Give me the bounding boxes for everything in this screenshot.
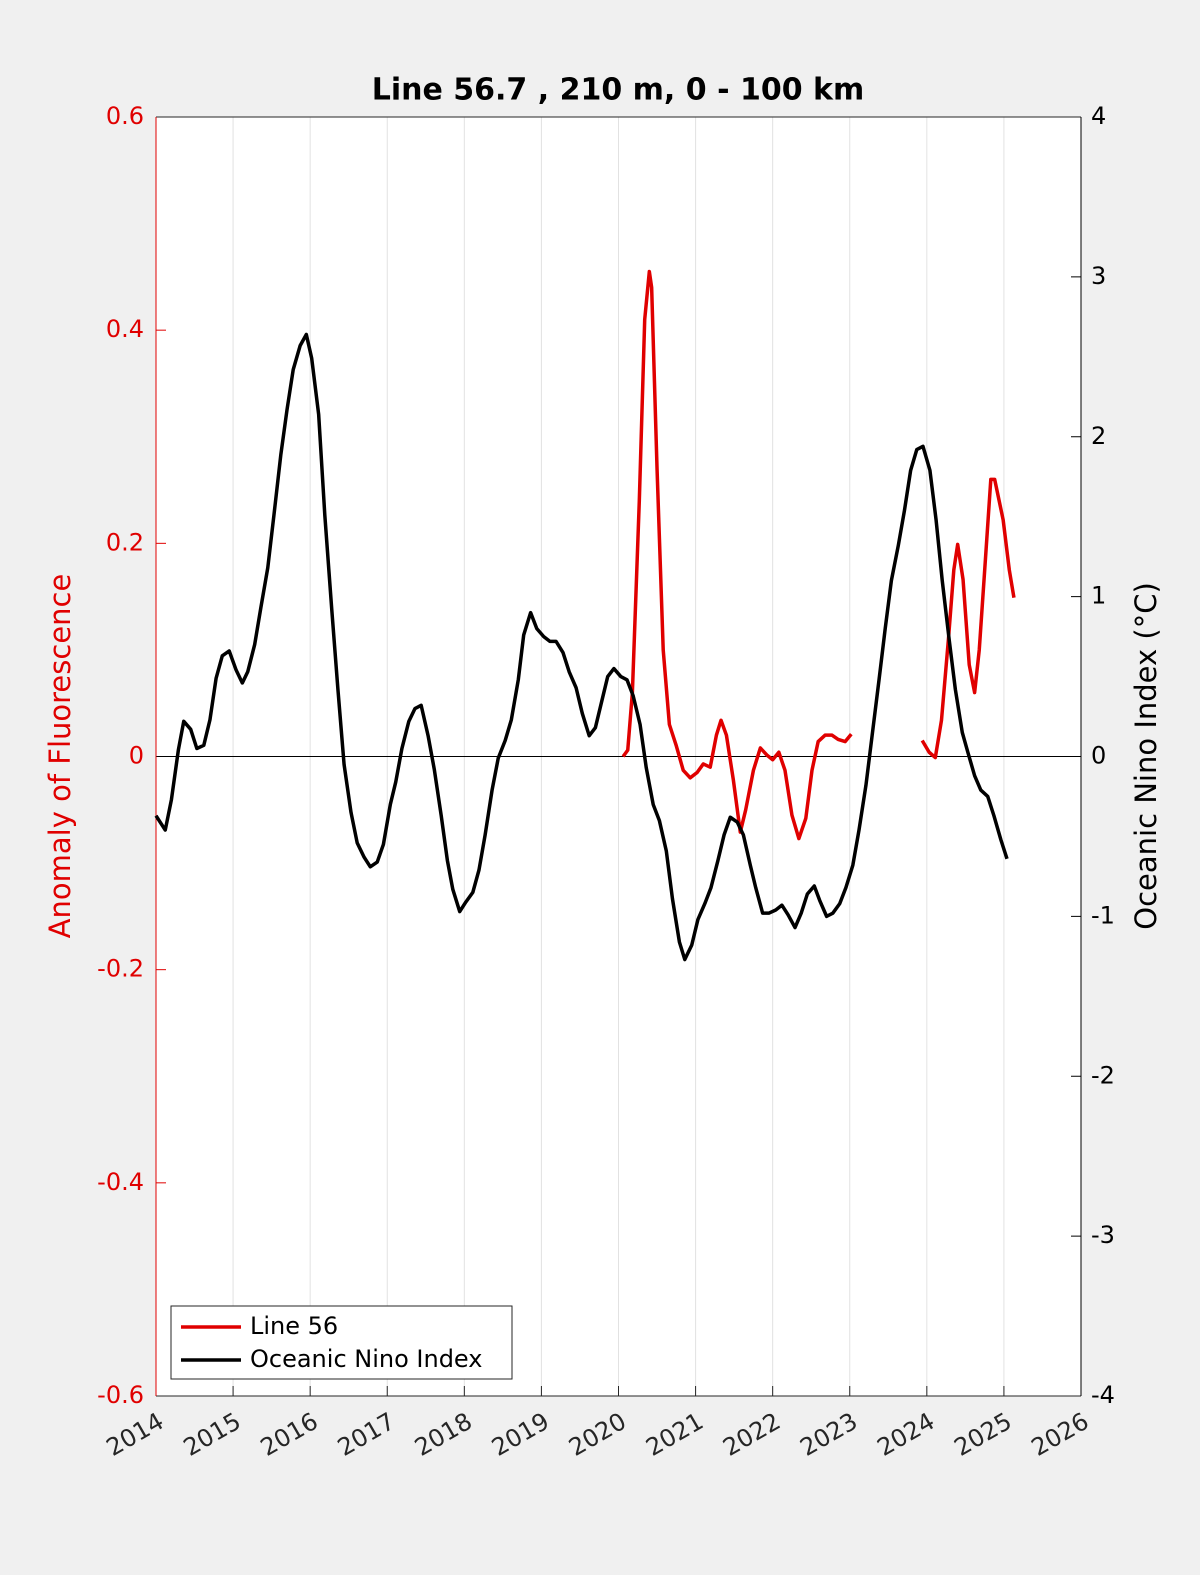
y2-tick-label: 0 — [1091, 742, 1106, 770]
y-axis-label: Anomaly of Fluorescence — [43, 574, 77, 939]
data-line — [621, 269, 1016, 841]
y-tick-label: 0 — [129, 742, 144, 770]
y-tick-label: -0.6 — [97, 1381, 144, 1409]
x-tick-label: 2024 — [872, 1407, 939, 1462]
x-tick-label: 2015 — [179, 1407, 246, 1462]
x-tick-label: 2018 — [410, 1407, 477, 1462]
x-tick-label: 2014 — [102, 1407, 169, 1462]
y2-tick-label: 1 — [1091, 582, 1106, 610]
y2-tick-label: 2 — [1091, 422, 1106, 450]
x-tick-label: 2017 — [333, 1407, 400, 1462]
legend-label: Line 56 — [250, 1312, 338, 1340]
x-tick-label: 2021 — [641, 1407, 708, 1462]
y-tick-label: 0.6 — [106, 102, 144, 130]
y2-tick-label: -4 — [1091, 1381, 1115, 1409]
y2-tick-label: -1 — [1091, 901, 1115, 929]
x-tick-label: 2025 — [950, 1407, 1017, 1462]
y2-tick-label: 4 — [1091, 102, 1106, 130]
data-line — [154, 332, 1009, 962]
chart-title: Line 56.7 , 210 m, 0 - 100 km — [372, 73, 865, 108]
x-tick-label: 2026 — [1027, 1407, 1094, 1462]
x-tick-label: 2022 — [718, 1407, 785, 1462]
y-tick-label: 0.2 — [106, 528, 144, 556]
y-tick-label: -0.4 — [97, 1168, 144, 1196]
y2-tick-label: -3 — [1091, 1221, 1115, 1249]
y2-tick-label: 3 — [1091, 262, 1106, 290]
y2-tick-label: -2 — [1091, 1061, 1115, 1089]
y-tick-label: 0.4 — [106, 315, 144, 343]
x-tick-label: 2019 — [487, 1407, 554, 1462]
legend-box — [170, 1305, 513, 1380]
legend-label: Oceanic Nino Index — [250, 1345, 482, 1373]
y2-axis-label: Oceanic Nino Index (°C) — [1129, 582, 1163, 930]
x-tick-label: 2023 — [795, 1407, 862, 1462]
x-tick-label: 2020 — [564, 1407, 631, 1462]
y-tick-label: -0.2 — [97, 955, 144, 983]
x-tick-label: 2016 — [256, 1407, 323, 1462]
